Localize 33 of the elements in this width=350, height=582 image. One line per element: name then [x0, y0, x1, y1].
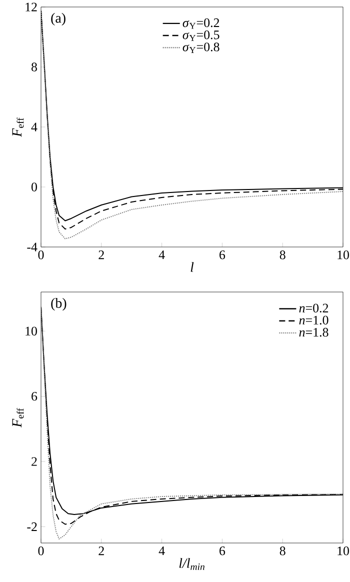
y-tick-label: -4 — [27, 242, 38, 252]
x-axis-title: l — [190, 262, 194, 272]
legend-label: n=0.2 — [299, 304, 328, 313]
y-tick-label: -2 — [27, 522, 37, 531]
x-axis-title: l/l$_{min}$ — [179, 558, 204, 570]
x-tick-label: 2 — [98, 250, 104, 260]
y-tick-label: 2 — [32, 457, 37, 466]
legend-label: n=1.8 — [299, 328, 328, 337]
y-tick-label: 4 — [31, 122, 38, 132]
x-tick-label: 8 — [280, 250, 286, 260]
x-tick-label: 10 — [338, 250, 349, 260]
annotation: (b) — [51, 298, 66, 311]
y-tick-label: 6 — [32, 392, 38, 401]
y-tick-label: 10 — [26, 326, 37, 336]
x-tick-label: 10 — [338, 546, 349, 556]
x-tick-label: 4 — [158, 546, 165, 556]
annotation: (a) — [51, 12, 66, 26]
y-tick-label: 12 — [26, 2, 37, 12]
y-axis-title: F$_{eff}$ — [12, 118, 24, 137]
x-tick-label: 2 — [98, 546, 104, 556]
x-tick-label: 0 — [38, 250, 44, 260]
y-tick-label: 8 — [32, 62, 37, 72]
x-tick-label: 0 — [38, 546, 44, 556]
y-axis-title: F$_{eff}$ — [12, 408, 24, 428]
legend-label: n=1.0 — [299, 316, 328, 325]
legend-label: σ$_{Y}$=0.8 — [182, 42, 220, 53]
x-tick-label: 6 — [220, 546, 226, 556]
legend-label: σ$_{Y}$=0.2 — [182, 18, 220, 29]
x-tick-label: 8 — [280, 546, 286, 556]
legend-label: σ$_{Y}$=0.5 — [182, 30, 220, 41]
y-tick-label: 0 — [32, 182, 37, 192]
x-tick-label: 4 — [158, 250, 165, 260]
x-tick-label: 6 — [220, 250, 226, 260]
